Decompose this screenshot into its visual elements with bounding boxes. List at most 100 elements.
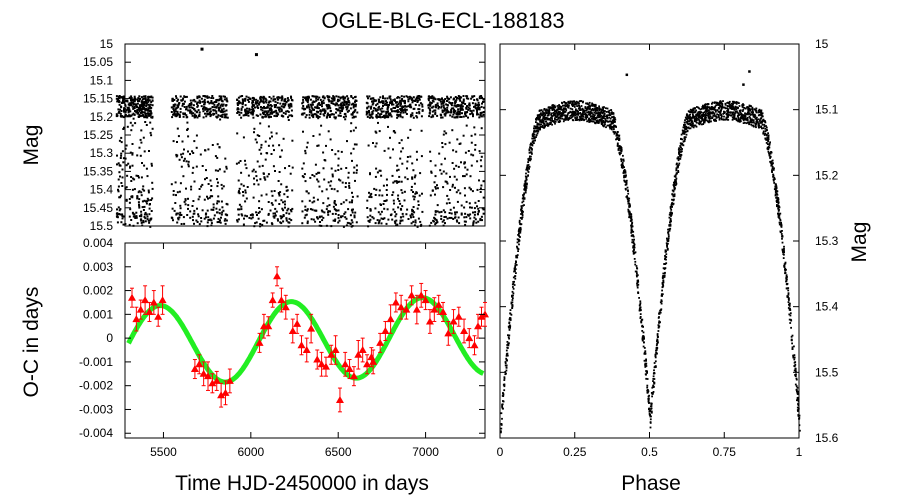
phased-point [554,115,557,118]
light-curve-point [242,136,245,139]
light-curve-point [180,223,183,225]
phased-point [702,104,704,107]
phased-point [500,430,502,433]
phased-point [766,136,769,139]
light-curve-point [321,190,324,193]
light-curve-point [386,184,388,187]
light-curve-point [351,195,354,198]
phased-point [558,113,560,116]
phased-point [524,191,527,194]
light-curve-point [139,107,142,110]
light-curve-point [441,109,444,112]
light-curve-point [453,167,456,170]
light-curve-point [395,180,398,183]
light-curve-point [206,195,208,198]
light-curve-point [241,214,244,217]
phased-point [680,133,683,136]
light-curve-point [263,107,266,110]
light-curve-point [304,149,307,152]
light-curve-point [217,109,220,112]
phased-point [587,103,590,106]
phased-point [714,115,717,118]
light-curve-point [191,150,194,153]
light-curve-point [266,106,269,109]
phased-point [677,170,680,172]
phased-point [611,111,613,114]
light-curve-point [218,212,221,215]
light-curve-point [191,171,194,174]
light-curve-point [345,167,348,169]
phased-point [576,116,578,118]
light-curve-point [331,212,334,215]
light-curve-point [472,221,475,224]
phased-point [649,415,652,418]
phased-point [500,412,503,415]
light-curve-point [246,215,248,218]
light-curve-point [130,195,133,198]
phased-point [693,120,696,123]
light-curve-point [120,102,123,104]
light-curve-point [346,140,348,143]
phased-point [776,193,779,196]
light-curve-point [145,200,147,203]
light-curve-point [150,112,153,115]
light-curve-point [308,199,311,202]
light-curve-point [468,107,471,110]
light-curve-point [285,101,288,104]
light-curve-point [148,99,151,102]
light-curve-point [191,205,194,207]
phased-point [623,169,626,171]
light-curve-point [124,157,127,160]
light-curve-point [315,99,318,102]
light-curve-point [144,220,147,223]
phased-point [664,249,667,252]
light-curve-point [464,212,467,215]
light-curve-point [289,172,292,175]
phased-point [531,133,534,136]
light-curve-point [128,102,131,105]
light-curve-point [304,180,307,183]
light-curve-point [220,95,223,98]
light-curve-point [252,104,255,107]
light-curve-point [399,115,402,118]
light-curve-point [146,218,149,221]
light-curve-point [443,216,446,218]
light-curve-point [449,175,451,178]
phased-point [622,160,625,162]
oc-point [127,293,136,301]
light-curve-point [183,148,185,151]
phased-point [533,142,535,144]
phased-point [626,186,629,189]
phased-point [744,121,746,124]
light-curve-point [241,103,244,106]
oc-y-tick-label: 0.002 [83,284,113,298]
light-curve-point [207,183,210,185]
light-curve-point [462,115,465,118]
light-curve-y-tick-label: 15.25 [83,128,113,142]
phased-point [704,114,706,116]
phased-point [774,191,777,194]
light-curve-point [117,190,120,193]
light-curve-point [379,96,382,99]
light-curve-point [188,104,191,106]
light-curve-point [407,98,410,101]
light-curve-point [186,127,189,130]
phased-point [557,117,560,120]
light-curve-point [418,112,421,115]
phased-point [550,113,552,116]
light-curve-point [145,101,148,104]
phased-point [615,126,617,128]
light-curve-point [457,216,460,219]
light-curve-point [148,207,151,210]
phased-point [521,201,524,204]
light-curve-point [274,212,276,215]
light-curve-point [443,130,446,133]
light-curve-point [320,224,323,227]
light-curve-point [120,152,123,155]
light-curve-point [290,103,293,106]
light-curve-point [337,216,340,219]
light-curve-point [440,163,443,166]
phased-point [633,249,635,251]
light-curve-point [465,173,468,176]
oc-point [477,312,486,320]
